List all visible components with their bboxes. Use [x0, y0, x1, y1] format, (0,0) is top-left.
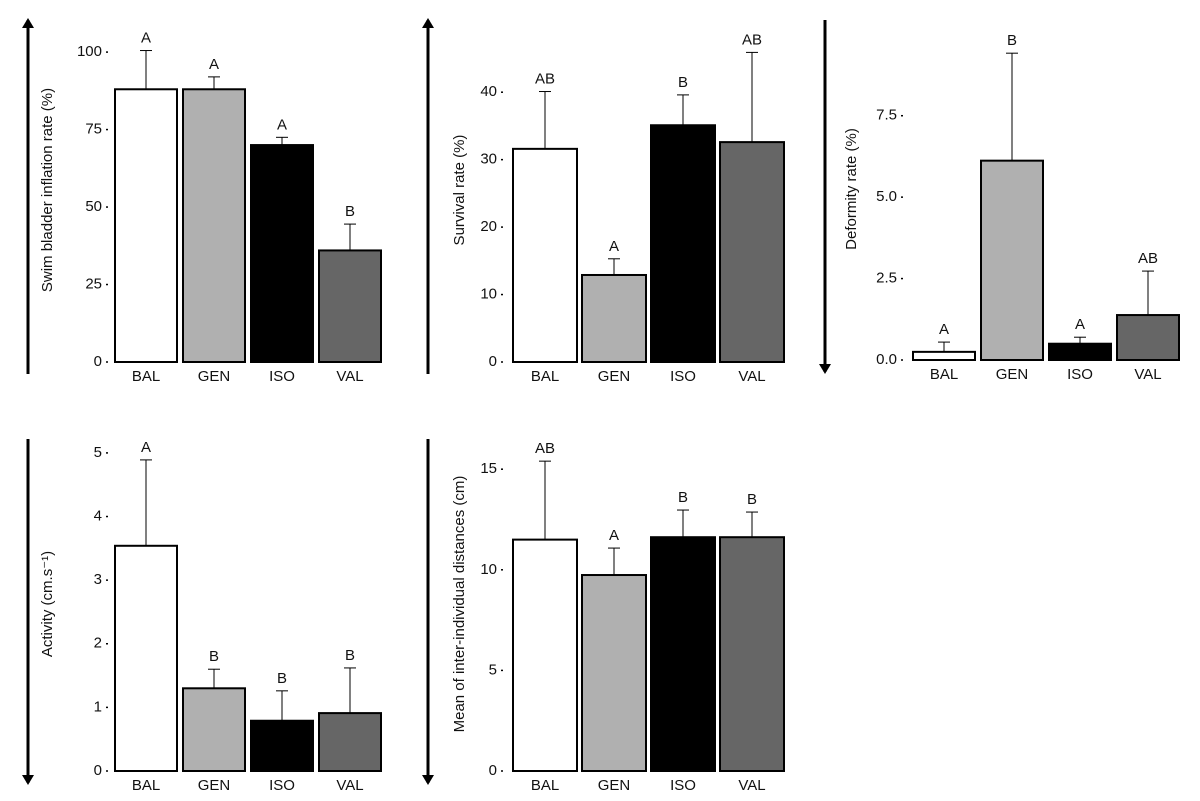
y-tick-label: 5 — [94, 444, 102, 461]
y-tick-label: 50 — [85, 198, 102, 215]
bar — [1116, 314, 1180, 361]
significance-letter: B — [1007, 32, 1017, 49]
y-tick-label: 0 — [94, 762, 102, 779]
x-tick-label: BAL — [930, 366, 958, 383]
bar — [114, 544, 178, 772]
x-tick-label: VAL — [336, 368, 363, 385]
significance-letter: AB — [535, 70, 555, 87]
y-tick-label: 3 — [94, 571, 102, 588]
y-tick-label: 75 — [85, 121, 102, 138]
x-tick-label: GEN — [598, 368, 631, 385]
y-tick-label: 7.5 — [876, 107, 897, 124]
significance-letter: A — [277, 116, 287, 133]
y-axis-label: Deformity rate (%) — [843, 128, 860, 250]
x-tick-label: ISO — [269, 777, 295, 794]
significance-letter: A — [141, 439, 151, 456]
bar — [980, 159, 1044, 361]
y-tick-label: 30 — [480, 151, 497, 168]
axis-arrow — [22, 18, 34, 28]
y-axis-label: Swim bladder inflation rate (%) — [39, 88, 56, 292]
y-tick-label: 5 — [489, 661, 497, 678]
axis-arrow — [422, 18, 434, 28]
bar — [512, 538, 578, 772]
y-tick-label: 10 — [480, 561, 497, 578]
x-tick-label: VAL — [738, 368, 765, 385]
significance-letter: B — [747, 491, 757, 508]
y-tick-label: 0 — [489, 762, 497, 779]
bar — [182, 88, 246, 364]
significance-letter: B — [345, 647, 355, 664]
y-tick-label: 2 — [94, 635, 102, 652]
x-tick-label: ISO — [1067, 366, 1093, 383]
x-tick-label: BAL — [132, 368, 160, 385]
y-tick-label: 0 — [489, 353, 497, 370]
significance-letter: B — [678, 489, 688, 506]
x-tick-label: ISO — [670, 777, 696, 794]
x-tick-label: BAL — [531, 777, 559, 794]
y-axis-label: Mean of inter-individual distances (cm) — [451, 476, 468, 733]
y-tick-label: 15 — [480, 460, 497, 477]
axis-arrow — [22, 775, 34, 785]
significance-letter: A — [141, 30, 151, 47]
bar — [512, 147, 578, 363]
significance-letter: B — [209, 648, 219, 665]
significance-letter: AB — [1138, 250, 1158, 267]
bar — [719, 141, 785, 363]
y-tick-label: 40 — [480, 83, 497, 100]
y-tick-label: 100 — [77, 43, 102, 60]
bar — [1048, 342, 1112, 362]
significance-letter: A — [209, 56, 219, 73]
x-tick-label: GEN — [198, 368, 231, 385]
significance-letter: AB — [742, 31, 762, 48]
axis-arrow — [422, 775, 434, 785]
significance-letter: AB — [535, 440, 555, 457]
y-tick-label: 1 — [94, 698, 102, 715]
y-tick-label: 20 — [480, 218, 497, 235]
y-tick-label: 0.0 — [876, 351, 897, 368]
significance-letter: B — [345, 203, 355, 220]
y-tick-label: 2.5 — [876, 270, 897, 287]
x-tick-label: GEN — [996, 366, 1029, 383]
x-tick-label: ISO — [269, 368, 295, 385]
significance-letter: A — [609, 238, 619, 255]
y-axis-label: Activity (cm.s⁻¹) — [39, 551, 56, 657]
y-tick-label: 25 — [85, 275, 102, 292]
x-tick-label: ISO — [670, 368, 696, 385]
bar — [650, 536, 716, 773]
bar — [650, 124, 716, 363]
bar — [912, 350, 976, 362]
x-tick-label: VAL — [738, 777, 765, 794]
significance-letter: A — [939, 321, 949, 338]
y-axis-label: Survival rate (%) — [451, 135, 468, 246]
significance-letter: A — [609, 527, 619, 544]
bar — [250, 719, 314, 773]
bar — [318, 712, 382, 773]
axis-arrow — [819, 364, 831, 374]
significance-letter: B — [277, 670, 287, 687]
bar — [182, 687, 246, 772]
y-tick-label: 5.0 — [876, 188, 897, 205]
bar — [719, 536, 785, 773]
bar — [114, 88, 178, 364]
x-tick-label: GEN — [598, 777, 631, 794]
x-tick-label: BAL — [531, 368, 559, 385]
significance-letter: A — [1075, 316, 1085, 333]
bar — [318, 249, 382, 363]
bar — [250, 144, 314, 363]
bar — [581, 273, 647, 363]
x-tick-label: GEN — [198, 777, 231, 794]
x-tick-label: VAL — [336, 777, 363, 794]
x-tick-label: BAL — [132, 777, 160, 794]
y-tick-label: 10 — [480, 286, 497, 303]
x-tick-label: VAL — [1134, 366, 1161, 383]
significance-letter: B — [678, 74, 688, 91]
bar — [581, 574, 647, 772]
y-tick-label: 4 — [94, 507, 102, 524]
y-tick-label: 0 — [94, 353, 102, 370]
